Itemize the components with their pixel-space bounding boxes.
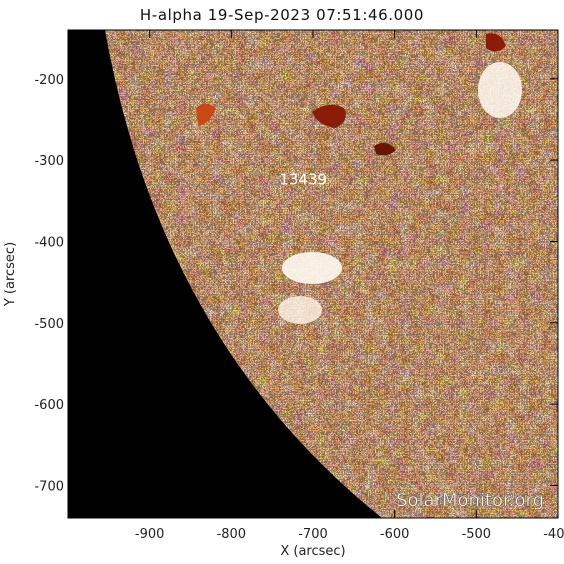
x-tick-label: -900 xyxy=(135,527,165,542)
x-tick-label: -700 xyxy=(298,527,328,542)
plage-bright-region xyxy=(278,296,322,324)
y-axis-title: Y (arcsec) xyxy=(3,242,18,307)
filament-dark xyxy=(374,142,396,156)
y-tick-label: -700 xyxy=(34,479,64,494)
active-region-label: 13439 xyxy=(279,171,327,189)
watermark: SolarMonitor.org xyxy=(396,490,544,511)
x-tick-label: -600 xyxy=(380,527,410,542)
plage-bright-region xyxy=(478,62,522,118)
solar-disk-image xyxy=(68,30,558,518)
y-axis: -200 -300 -400 -500 -600 -700 xyxy=(34,73,558,494)
x-tick-label: -800 xyxy=(217,527,247,542)
y-tick-label: -400 xyxy=(34,235,64,250)
filament-dark xyxy=(312,104,346,128)
x-tick-label: -400 xyxy=(543,527,564,542)
plage-bright-region xyxy=(282,252,342,284)
x-axis: -900 -800 -700 -600 -500 -400 xyxy=(135,30,564,542)
space-off-limb xyxy=(68,30,382,518)
y-tick-label: -200 xyxy=(34,73,64,88)
x-tick-label: -500 xyxy=(462,527,492,542)
y-tick-label: -600 xyxy=(34,398,64,413)
y-tick-label: -300 xyxy=(34,154,64,169)
filament-dark xyxy=(196,104,216,126)
x-axis-title: X (arcsec) xyxy=(280,544,345,559)
image-title: H-alpha 19-Sep-2023 07:51:46.000 xyxy=(139,6,425,24)
filament-dark xyxy=(486,33,506,52)
y-tick-label: -500 xyxy=(34,317,64,332)
